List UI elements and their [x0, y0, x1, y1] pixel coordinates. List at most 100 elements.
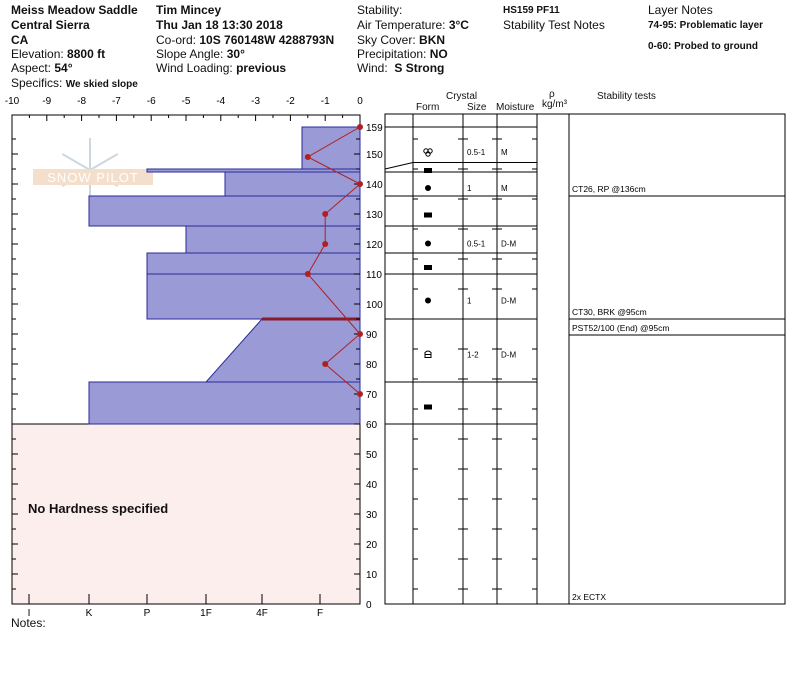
height-tick-label: 150	[366, 150, 383, 161]
density-unit: kg/m³	[542, 99, 567, 110]
temp-tick-label: -4	[216, 96, 225, 107]
grain-size: 1-2	[467, 351, 479, 360]
height-tick-label: 130	[366, 210, 383, 221]
temp-tick-label: -8	[77, 96, 86, 107]
specifics-value: We skied slope	[65, 79, 138, 90]
layer-note: 0-60: Probed to ground	[648, 41, 758, 52]
size-header: Size	[467, 102, 487, 113]
sky-label: Sky Cover:	[357, 33, 416, 47]
layer-connector	[384, 162, 414, 170]
height-tick-label: 159	[366, 123, 383, 134]
specifics-label: Specifics:	[11, 76, 63, 90]
coord: Co-ord: 10S 760148W 4288793N	[156, 33, 334, 47]
grain-facet-round-icon	[424, 350, 432, 358]
hardness-tick-label: F	[317, 608, 323, 619]
rho-header: ρ	[549, 89, 555, 100]
grain-round-icon	[425, 297, 431, 304]
layer-note: 74-95: Problematic layer	[648, 20, 764, 31]
hardness-layer	[88, 381, 361, 425]
form-header: Form	[416, 102, 440, 113]
air-temp: Air Temperature: 3°C	[357, 18, 469, 32]
temperature-point	[322, 211, 329, 217]
moisture: M	[501, 148, 508, 157]
elevation: Elevation: 8800 ft	[11, 47, 105, 61]
hardness-tick-label: 4F	[256, 608, 268, 619]
wind-value: S Strong	[394, 61, 445, 75]
temperature-point	[357, 124, 363, 130]
temperature-point	[304, 154, 311, 160]
height-tick-label: 80	[366, 360, 378, 371]
grain-rect-icon	[424, 265, 432, 270]
slope: Slope Angle: 30°	[156, 47, 245, 61]
crystal-header: Crystal	[446, 91, 478, 102]
specifics: Specifics: We skied slope	[11, 76, 138, 92]
hardness-layer	[88, 195, 361, 227]
hardness-tick-label: P	[144, 608, 151, 619]
grain-rect-icon	[424, 212, 432, 218]
temp-tick-label: -5	[182, 96, 191, 107]
moisture: D-M	[501, 240, 516, 249]
moisture: M	[501, 184, 508, 193]
moisture: D-M	[501, 297, 516, 306]
temp-tick-label: -10	[5, 96, 20, 107]
temp-tick-label: -2	[286, 96, 295, 107]
wind-loading-value: previous	[236, 61, 287, 75]
height-tick-label: 30	[366, 510, 378, 521]
height-tick-label: 40	[366, 480, 378, 491]
snowpilot-logo-text: SNOW PILOT	[47, 170, 139, 185]
wind-loading: Wind Loading: previous	[156, 61, 286, 75]
wind-label: Wind:	[357, 61, 388, 75]
air-temp-label: Air Temperature:	[357, 18, 446, 32]
sky-value: BKN	[419, 33, 446, 47]
temp-tick-label: -6	[147, 96, 156, 107]
wind-loading-label: Wind Loading:	[156, 61, 233, 75]
wind: Wind: S Strong	[357, 61, 444, 75]
temp-tick-label: -7	[112, 96, 121, 107]
stability-test: PST52/100 (End) @95cm	[572, 323, 669, 333]
height-tick-label: 20	[366, 540, 378, 551]
grain-size: 1	[467, 297, 472, 306]
grain-round-icon	[425, 240, 431, 247]
hardness-tick-label: K	[86, 608, 93, 619]
slope-value: 30°	[226, 47, 245, 61]
stability-test-notes: Stability Test Notes	[503, 18, 605, 32]
hardness-layer	[146, 273, 361, 320]
temp-tick-label: -1	[321, 96, 330, 107]
hardness-layer	[301, 126, 361, 170]
hardness-layer	[224, 171, 361, 197]
aspect-value: 54°	[54, 61, 73, 75]
hs-pf: HS159 PF11	[503, 5, 560, 16]
precip-label: Precipitation:	[357, 47, 427, 61]
temp-tick-label: -3	[251, 96, 260, 107]
location: Meiss Meadow Saddle	[11, 3, 138, 17]
temperature-point	[357, 331, 363, 337]
precip-value: NO	[429, 47, 448, 61]
height-tick-label: 50	[366, 450, 378, 461]
air-temp-value: 3°C	[448, 18, 469, 32]
temperature-point	[357, 181, 363, 187]
hardness-layer	[185, 225, 361, 254]
height-tick-label: 70	[366, 390, 378, 401]
aspect-label: Aspect:	[11, 61, 52, 75]
grain-size: 1	[467, 184, 472, 193]
height-tick-label: 60	[366, 420, 378, 431]
height-tick-label: 10	[366, 570, 378, 581]
temperature-point	[357, 391, 363, 397]
grain-size: 0.5-1	[467, 148, 486, 157]
coord-label: Co-ord:	[156, 33, 197, 47]
state: CA	[11, 33, 29, 47]
grain-rect-icon	[424, 404, 432, 410]
temperature-point	[322, 361, 329, 367]
stability-tests-header: Stability tests	[597, 91, 656, 102]
elevation-value: 8800 ft	[67, 47, 106, 61]
temperature-point	[304, 271, 311, 277]
grain-melt-freeze-icon	[425, 151, 431, 157]
no-hardness-label: No Hardness specified	[28, 501, 169, 516]
temperature-point	[322, 241, 329, 247]
stability: Stability:	[357, 3, 403, 17]
precipitation: Precipitation: NO	[357, 47, 448, 61]
notes-label: Notes:	[11, 616, 46, 630]
height-tick-label: 0	[366, 600, 372, 611]
